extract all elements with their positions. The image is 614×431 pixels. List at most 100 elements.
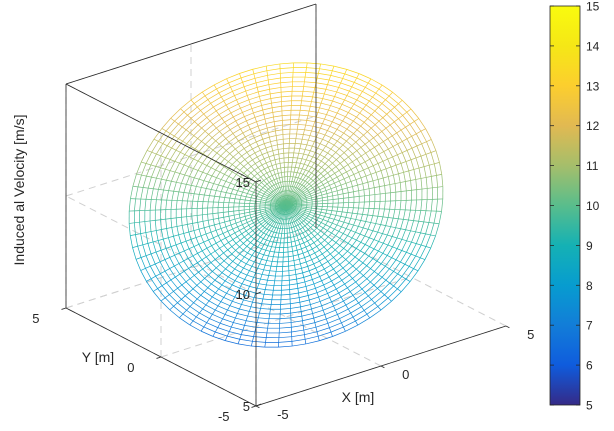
mesh-radial-segment <box>328 155 333 161</box>
mesh-radial-segment <box>271 256 274 262</box>
mesh-radial-segment <box>413 167 420 170</box>
mesh-radial-segment <box>300 139 303 144</box>
mesh-radial-segment <box>239 170 244 174</box>
mesh-ring-segment <box>235 250 241 255</box>
mesh-ring-segment <box>229 124 239 130</box>
mesh-ring-segment <box>327 130 335 134</box>
mesh-radial-segment <box>388 146 394 150</box>
mesh-ring-segment <box>350 108 360 114</box>
mesh-radial-segment <box>170 276 176 281</box>
mesh-ring-segment <box>207 287 216 294</box>
mesh-ring-segment <box>290 236 294 238</box>
mesh-radial-segment <box>353 99 358 105</box>
mesh-radial-segment <box>259 160 263 166</box>
mesh-radial-segment <box>280 182 282 187</box>
colorbar-tick-label: 8 <box>586 279 593 293</box>
mesh-ring-segment <box>204 291 213 298</box>
mesh-ring-segment <box>378 106 387 115</box>
mesh-radial-segment <box>301 222 306 227</box>
mesh-radial-segment <box>347 161 353 165</box>
mesh-radial-segment <box>248 181 254 185</box>
mesh-radial-segment <box>361 288 366 293</box>
mesh-radial-segment <box>194 177 200 180</box>
mesh-radial-segment <box>294 196 300 200</box>
mesh-radial-segment <box>308 222 314 226</box>
mesh-radial-segment <box>304 339 307 344</box>
mesh-ring-segment <box>281 105 292 107</box>
mesh-ring-segment <box>377 279 387 289</box>
mesh-radial-segment <box>370 281 375 286</box>
mesh-ring-segment <box>154 199 157 211</box>
mesh-ring-segment <box>241 304 251 308</box>
mesh-radial-segment <box>308 106 311 112</box>
mesh-ring-segment <box>302 225 306 228</box>
mesh-radial-segment <box>393 285 398 290</box>
mesh-ring-segment <box>405 268 414 280</box>
mesh-radial-segment <box>279 223 282 229</box>
mesh-radial-segment <box>223 215 229 218</box>
mesh-radial-segment <box>323 284 326 290</box>
mesh-ring-segment <box>280 312 291 315</box>
mesh-radial-segment <box>161 282 167 287</box>
mesh-radial-segment <box>277 213 281 218</box>
mesh-ring-segment <box>320 219 324 223</box>
mesh-radial-segment <box>372 179 379 182</box>
mesh-radial-segment <box>235 148 239 153</box>
mesh-ring-segment <box>375 92 386 101</box>
mesh-ring-segment <box>334 96 345 101</box>
mesh-ring-segment <box>420 131 427 142</box>
mesh-radial-segment <box>313 242 317 247</box>
mesh-radial-segment <box>296 202 302 205</box>
mesh-radial-segment <box>253 112 256 118</box>
mesh-ring-segment <box>273 168 278 171</box>
mesh-radial-segment <box>322 253 326 258</box>
mesh-radial-segment <box>300 174 304 179</box>
mesh-radial-segment <box>173 302 178 307</box>
mesh-ring-segment <box>248 96 260 101</box>
mesh-radial-segment <box>255 163 259 168</box>
mesh-ring-segment <box>265 145 272 149</box>
mesh-ring-segment <box>400 219 404 229</box>
mesh-radial-segment <box>378 241 384 244</box>
mesh-ring-segment <box>279 62 294 65</box>
mesh-radial-segment <box>333 140 338 146</box>
mesh-ring-segment <box>254 134 262 138</box>
mesh-ring-segment <box>229 193 232 199</box>
mesh-radial-segment <box>183 268 189 272</box>
mesh-radial-segment <box>219 252 224 257</box>
mesh-radial-segment <box>180 108 185 113</box>
mesh-radial-segment <box>298 239 301 245</box>
mesh-ring-segment <box>410 200 412 211</box>
mesh-ring-segment <box>303 322 315 326</box>
mesh-radial-segment <box>322 145 326 151</box>
mesh-ring-segment <box>195 179 200 187</box>
mesh-ring-segment <box>308 176 312 179</box>
mesh-radial-segment <box>271 200 277 203</box>
mesh-ring-segment <box>134 198 136 211</box>
mesh-ring-segment <box>380 170 384 179</box>
mesh-ring-segment <box>304 163 309 166</box>
mesh-ring-segment <box>246 320 258 323</box>
mesh-ring-segment <box>377 163 382 171</box>
mesh-ring-segment <box>211 131 220 138</box>
mesh-ring-segment <box>267 150 273 153</box>
mesh-radial-segment <box>152 240 159 243</box>
mesh-ring-segment <box>394 200 397 210</box>
mesh-radial-segment <box>169 133 175 137</box>
mesh-radial-segment <box>318 68 320 74</box>
mesh-ring-segment <box>299 148 306 150</box>
mesh-radial-segment <box>310 209 316 212</box>
mesh-ring-segment <box>338 248 344 254</box>
mesh-radial-segment <box>167 145 172 149</box>
mesh-radial-segment <box>174 120 179 125</box>
mesh-radial-segment <box>302 227 306 232</box>
mesh-radial-segment <box>224 173 229 177</box>
mesh-radial-segment <box>247 248 252 254</box>
mesh-radial-segment <box>378 103 383 108</box>
mesh-radial-segment <box>182 140 187 145</box>
mesh-ring-segment <box>327 84 339 88</box>
mesh-radial-segment <box>312 200 318 203</box>
mesh-ring-segment <box>406 150 412 160</box>
mesh-radial-segment <box>204 274 209 279</box>
mesh-ring-segment <box>244 196 247 201</box>
